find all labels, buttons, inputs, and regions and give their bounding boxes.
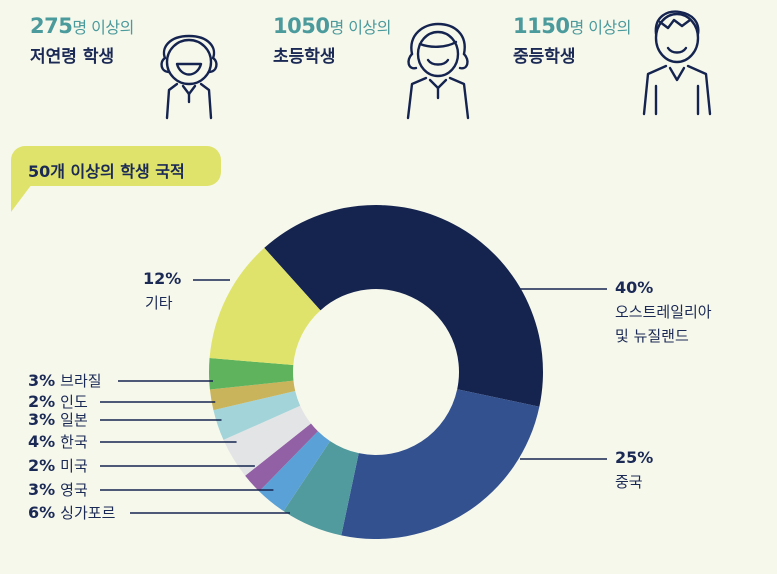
chart-label-6: 3% 일본	[28, 409, 88, 430]
value-label-9: 12%	[143, 269, 182, 288]
value-label-1: 25%	[615, 448, 654, 467]
donut-slice-7	[209, 380, 296, 411]
value-label-4: 2%	[28, 456, 56, 475]
category-label-3-0: 영국	[60, 481, 88, 499]
chart-label-1: 25% 중국	[615, 448, 653, 492]
secondary-student-icon	[642, 10, 712, 116]
banner-tail	[11, 180, 35, 212]
chart-label-8: 3% 브라질	[28, 370, 102, 391]
value-label-6: 3%	[28, 410, 56, 429]
category-label-6-0: 일본	[60, 411, 88, 429]
stat-primary-number: 1050	[273, 14, 330, 38]
category-label-4-0: 미국	[60, 457, 88, 475]
stat-primary-suffix: 명 이상의	[329, 18, 391, 37]
nationality-banner	[11, 146, 221, 186]
value-label-3: 3%	[28, 480, 56, 499]
stat-young-suffix: 명 이상의	[72, 18, 134, 37]
young-child-icon	[160, 34, 218, 120]
value-label-8: 3%	[28, 371, 56, 390]
category-label-2-0: 싱가포르	[60, 504, 116, 522]
value-label-0: 40%	[615, 278, 654, 297]
chart-label-5: 4% 한국	[28, 431, 88, 452]
primary-child-icon	[406, 22, 470, 120]
chart-label-4: 2% 미국	[28, 455, 88, 476]
donut-slice-4	[245, 423, 318, 492]
category-label-0-0: 오스트레일리아	[615, 303, 712, 321]
stat-primary-label: 초등학생	[273, 47, 336, 67]
donut-slice-8	[209, 358, 294, 390]
chart-label-7: 2% 인도	[28, 391, 88, 412]
category-label-7-0: 인도	[60, 393, 88, 411]
category-label-0-1: 및 뉴질랜드	[615, 327, 689, 345]
category-label-8-0: 브라질	[60, 372, 102, 390]
value-label-5: 4%	[28, 432, 56, 451]
category-label-1-0: 중국	[615, 473, 643, 491]
chart-label-3: 3% 영국	[28, 479, 88, 500]
donut-slice-5	[223, 405, 311, 476]
category-label-5-0: 한국	[60, 433, 88, 451]
stat-secondary-suffix: 명 이상의	[569, 18, 631, 37]
category-label-9-0: 기타	[145, 294, 173, 312]
donut-slice-9	[209, 247, 321, 366]
donut-slice-3	[259, 431, 331, 512]
value-label-2: 6%	[28, 503, 56, 522]
stat-young-number: 275	[30, 14, 73, 38]
stat-secondary-label: 중등학생	[513, 47, 576, 67]
stat-primary: 1050명 이상의 초등학생	[273, 14, 391, 67]
value-label-7: 2%	[28, 392, 56, 411]
donut-slice-0	[264, 205, 543, 407]
stat-secondary: 1150명 이상의 중등학생	[513, 14, 631, 67]
nationality-banner-text: 50개 이상의 학생 국적	[28, 162, 185, 181]
stat-secondary-number: 1150	[513, 14, 570, 38]
stat-young-label: 저연령 학생	[30, 47, 115, 67]
donut-slice-1	[341, 389, 540, 539]
donut-slice-2	[283, 441, 359, 536]
stat-young: 275명 이상의 저연령 학생	[30, 14, 134, 67]
donut-slice-6	[213, 390, 301, 440]
chart-label-2: 6% 싱가포르	[28, 502, 115, 523]
chart-label-9: 12% 기타	[143, 269, 181, 313]
